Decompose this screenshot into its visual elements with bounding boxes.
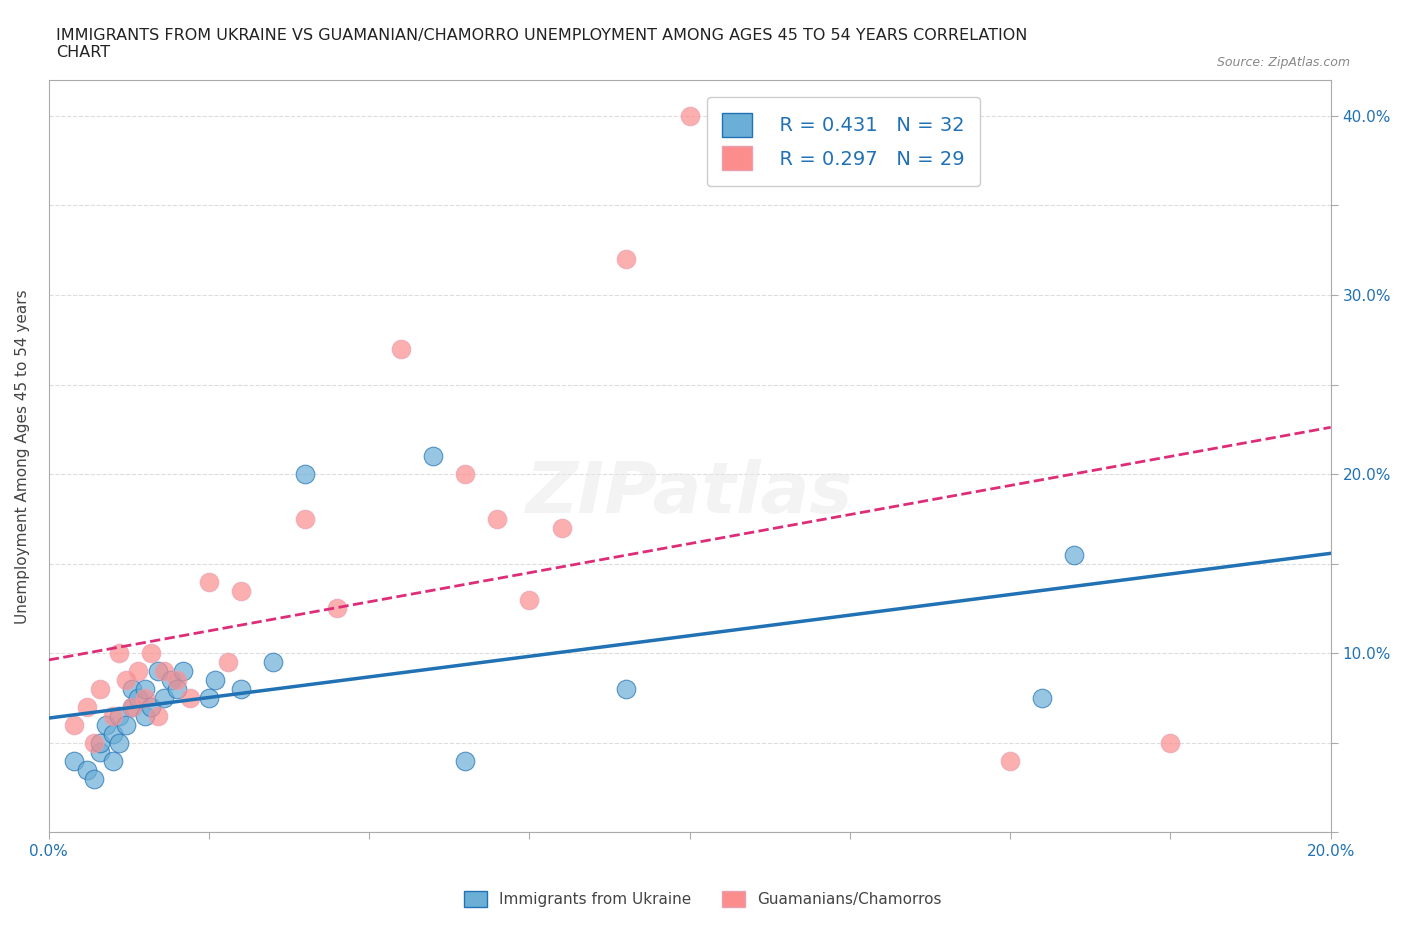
Point <box>101 709 124 724</box>
Point <box>153 691 176 706</box>
Point <box>422 449 444 464</box>
Point <box>550 521 572 536</box>
Point <box>153 664 176 679</box>
Point <box>83 771 105 786</box>
Point <box>198 574 221 589</box>
Point <box>146 709 169 724</box>
Point <box>389 341 412 356</box>
Point <box>172 664 194 679</box>
Point <box>114 672 136 687</box>
Point <box>454 753 477 768</box>
Point <box>141 645 163 660</box>
Point <box>614 252 637 267</box>
Text: ZIPatlas: ZIPatlas <box>526 459 853 528</box>
Point <box>96 717 118 732</box>
Point <box>127 664 149 679</box>
Text: IMMIGRANTS FROM UKRAINE VS GUAMANIAN/CHAMORRO UNEMPLOYMENT AMONG AGES 45 TO 54 Y: IMMIGRANTS FROM UKRAINE VS GUAMANIAN/CHA… <box>56 28 1028 60</box>
Legend: Immigrants from Ukraine, Guamanians/Chamorros: Immigrants from Ukraine, Guamanians/Cham… <box>458 884 948 913</box>
Point <box>1159 736 1181 751</box>
Text: Source: ZipAtlas.com: Source: ZipAtlas.com <box>1216 56 1350 69</box>
Point <box>63 753 86 768</box>
Point <box>114 717 136 732</box>
Point <box>89 744 111 759</box>
Point <box>63 717 86 732</box>
Point <box>146 664 169 679</box>
Point <box>141 699 163 714</box>
Point <box>614 682 637 697</box>
Point <box>198 691 221 706</box>
Point <box>179 691 201 706</box>
Point <box>76 699 98 714</box>
Point <box>108 709 131 724</box>
Legend:   R = 0.431   N = 32,   R = 0.297   N = 29: R = 0.431 N = 32, R = 0.297 N = 29 <box>707 98 980 186</box>
Point <box>108 736 131 751</box>
Point <box>294 467 316 482</box>
Point <box>204 672 226 687</box>
Point <box>89 682 111 697</box>
Point <box>1031 691 1053 706</box>
Point <box>326 601 349 616</box>
Point <box>454 467 477 482</box>
Point <box>121 699 143 714</box>
Point <box>83 736 105 751</box>
Point <box>134 691 156 706</box>
Point <box>121 682 143 697</box>
Point <box>166 672 188 687</box>
Y-axis label: Unemployment Among Ages 45 to 54 years: Unemployment Among Ages 45 to 54 years <box>15 289 30 623</box>
Point <box>679 109 702 124</box>
Point <box>134 709 156 724</box>
Point <box>1063 548 1085 563</box>
Point <box>76 763 98 777</box>
Point <box>229 583 252 598</box>
Point <box>108 645 131 660</box>
Point <box>89 736 111 751</box>
Point <box>101 753 124 768</box>
Point <box>294 512 316 526</box>
Point <box>998 753 1021 768</box>
Point <box>229 682 252 697</box>
Point <box>134 682 156 697</box>
Point <box>262 655 284 670</box>
Point <box>101 726 124 741</box>
Point <box>519 592 541 607</box>
Point <box>121 699 143 714</box>
Point <box>159 672 181 687</box>
Point <box>127 691 149 706</box>
Point <box>217 655 239 670</box>
Point <box>486 512 509 526</box>
Point <box>166 682 188 697</box>
